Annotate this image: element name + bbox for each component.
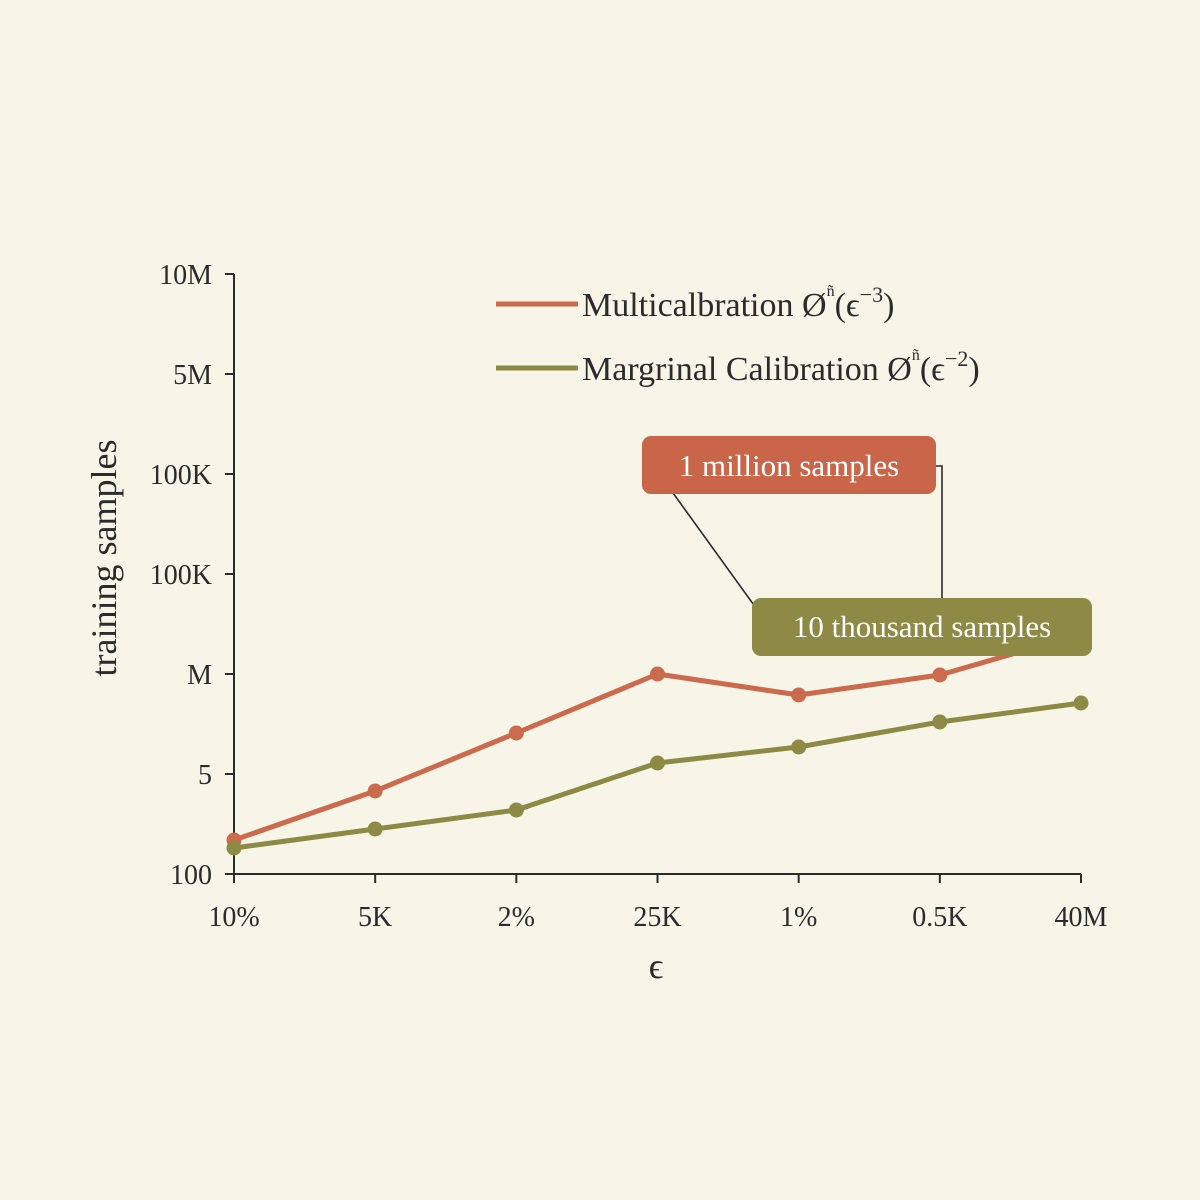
x-tick-label: 10%: [208, 902, 259, 933]
y-tick-label: 100K: [150, 460, 212, 491]
data-point-multicalibration: [932, 667, 948, 683]
data-point-marginal-calibration: [791, 739, 807, 755]
x-axis-title: ϵ: [649, 946, 664, 986]
x-tick-label: 25K: [633, 902, 681, 933]
y-tick-label: 100: [170, 860, 212, 891]
data-point-marginal-calibration: [650, 755, 665, 771]
x-tick-label: 0.5K: [912, 902, 967, 933]
legend-label-multicalibration: Multicalbration Øñ(ϵ−3): [582, 282, 894, 324]
data-point-multicalibration: [508, 725, 524, 741]
data-point-marginal-calibration: [367, 821, 383, 837]
connector-bracket: [934, 465, 943, 598]
callout-thousand: 10 thousand samples: [752, 598, 1092, 656]
data-point-multicalibration: [791, 687, 807, 703]
callout-thousand-box: [752, 598, 1092, 656]
x-axis-ticks: 10% 5K 2% 25K 1% 0.5K 40M: [208, 874, 1108, 933]
series-line-marginal-calibration: [231, 700, 1084, 851]
y-axis-title: training samples: [84, 440, 124, 677]
x-tick-label: 1%: [780, 902, 817, 933]
y-tick-label: M: [187, 660, 212, 691]
y-tick-label: 5M: [173, 360, 212, 391]
data-point-marginal-calibration: [508, 802, 524, 818]
legend-item-marginal-calibration: Margrinal Calibration Øñ(ϵ−2): [496, 346, 980, 388]
callout-million-box: [642, 436, 936, 494]
y-tick-label: 100K: [150, 560, 212, 591]
legend: Multicalbration Øñ(ϵ−3) Margrinal Calibr…: [496, 282, 980, 388]
data-point-multicalibration: [650, 666, 665, 682]
callout-million: 1 million samples: [642, 436, 936, 494]
callout-connectors: [667, 465, 943, 609]
x-tick-label: 5K: [358, 902, 392, 933]
legend-item-multicalibration: Multicalbration Øñ(ϵ−3): [496, 282, 894, 324]
x-tick-label: 40M: [1055, 902, 1108, 933]
data-point-marginal-calibration: [1073, 695, 1089, 711]
callout-million-label: 1 million samples: [679, 448, 899, 483]
x-tick-label: 2%: [498, 902, 535, 933]
data-point-marginal-calibration: [932, 714, 948, 730]
legend-label-marginal-calibration: Margrinal Calibration Øñ(ϵ−2): [582, 346, 980, 388]
series-marginal-calibration: [226, 695, 1089, 856]
series-line-multicalibration: [231, 631, 1084, 843]
callout-thousand-label: 10 thousand samples: [793, 609, 1051, 644]
data-point-marginal-calibration: [226, 840, 242, 856]
series-layer: [226, 626, 1089, 856]
connector-line: [667, 485, 757, 609]
series-multicalibration: [226, 626, 1089, 848]
y-tick-label: 10M: [159, 260, 212, 291]
y-tick-label: 5: [198, 760, 212, 791]
data-point-multicalibration: [367, 783, 383, 799]
